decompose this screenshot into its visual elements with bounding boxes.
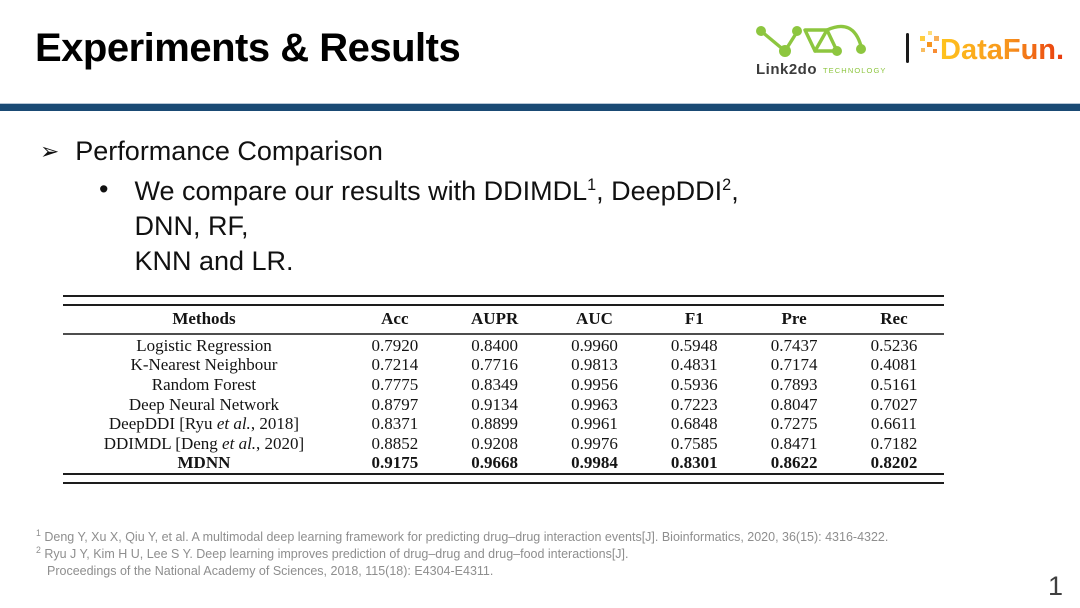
bullet-text-part: , DeepDDI (596, 176, 723, 206)
col-header-f1: F1 (684, 308, 704, 328)
dot-bullet-icon: • (99, 174, 109, 204)
col-header-methods: Methods (172, 308, 236, 328)
bullet-text-line2: KNN and LR. (134, 246, 294, 276)
footnote-2: 2 Ryu J Y, Kim H U, Lee S Y. Deep learni… (36, 544, 629, 561)
section-heading: ➢ Performance Comparison (40, 136, 794, 167)
table-row-mdnn: MDNN 0.9175 0.9668 0.9984 0.8301 0.8622 … (177, 453, 918, 473)
link2do-logo: Link2do TECHNOLOGY (756, 24, 887, 78)
link2do-tagline: TECHNOLOGY (823, 66, 887, 75)
table-header-row: Methods Acc AUPR AUC F1 Pre Rec (63, 306, 944, 331)
link2do-wordmark: Link2do (756, 61, 817, 78)
datafun-wordmark: DataFun. (940, 34, 1064, 66)
table-row: K-Nearest Neighbour 0.7214 0.7716 0.9813… (130, 355, 918, 375)
bullet-text-part: , DNN, RF, (134, 176, 739, 241)
section-heading-label: Performance Comparison (75, 136, 383, 166)
footnote-1: 1 Deng Y, Xu X, Qiu Y, et al. A multimod… (36, 527, 889, 544)
table-row: DDIMDL [Deng et al., 2020] 0.8852 0.9208… (103, 433, 918, 453)
bullet-text: We compare our results with DDIMDL1, Dee… (134, 174, 794, 279)
footnote-2-continued: Proceedings of the National Academy of S… (47, 564, 494, 578)
logo-separator-bar (906, 33, 909, 63)
page-title: Experiments & Results (35, 26, 461, 70)
results-table: Methods Acc AUPR AUC F1 Pre Rec Logistic… (63, 295, 944, 485)
content-block: ➢ Performance Comparison • We compare ou… (40, 136, 794, 279)
bullet-item: • We compare our results with DDIMDL1, D… (99, 174, 794, 279)
bullet-text-part: We compare our results with DDIMDL (134, 176, 588, 206)
col-header-aupr: AUPR (471, 308, 519, 328)
datafun-logo: DataFun. (920, 31, 1064, 66)
table-row: Deep Neural Network 0.8797 0.9134 0.9963… (128, 394, 918, 414)
citation-superscript-2: 2 (722, 176, 732, 194)
logo-row: Link2do TECHNOLOGY DataFun. (747, 16, 1068, 80)
col-header-rec: Rec (880, 308, 908, 328)
col-header-auc: AUC (576, 308, 613, 328)
col-header-pre: Pre (781, 308, 807, 328)
page-number: 1 (1047, 571, 1063, 601)
table-row: DeepDDI [Ryu et al., 2018] 0.8371 0.8899… (108, 414, 918, 434)
table-top-rule (63, 295, 944, 306)
datafun-pixel-cluster (920, 31, 939, 53)
col-header-acc: Acc (381, 308, 409, 328)
footnotes: 1 Deng Y, Xu X, Qiu Y, et al. A multimod… (36, 527, 1046, 580)
header-divider (0, 103, 1080, 111)
table-row: Random Forest 0.7775 0.8349 0.9956 0.593… (151, 374, 918, 394)
table-row: Logistic Regression 0.7920 0.8400 0.9960… (136, 335, 918, 355)
table-bottom-rule (63, 473, 944, 485)
citation-superscript-1: 1 (587, 176, 597, 194)
arrow-bullet-icon: ➢ (40, 138, 60, 164)
table-header-rule (63, 333, 944, 335)
